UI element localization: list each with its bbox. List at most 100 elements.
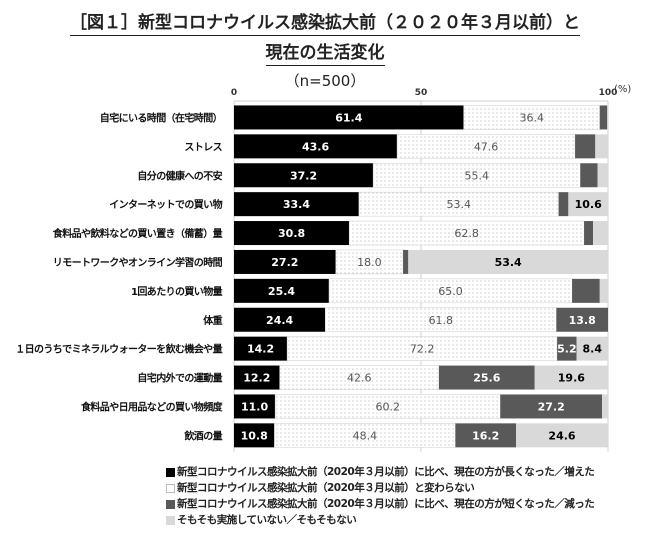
legend-label: 新型コロナウイルス感染拡大前（2020年３月以前）と変わらない <box>177 482 475 494</box>
legend-label: そもそも実施していない／そもそもない <box>177 514 357 526</box>
bar-segment-increased <box>234 221 350 246</box>
bar-segment-none <box>602 394 608 419</box>
x-tick-label: 0 <box>231 88 237 98</box>
bar-segment-decreased <box>584 221 594 246</box>
data-label: 36.4 <box>519 111 544 124</box>
legend-item: 新型コロナウイルス感染拡大前（2020年３月以前）に比べ、現在の方が長くなった／… <box>166 464 595 480</box>
bar-segment-decreased <box>556 307 608 332</box>
bar-segment-increased <box>234 307 326 332</box>
category-label: ストレス <box>184 141 222 153</box>
data-label: 72.2 <box>410 343 435 356</box>
bar-segment-none <box>408 249 608 274</box>
category-label: 1回あたりの買い物量 <box>131 285 223 298</box>
data-label: 33.4 <box>283 198 310 211</box>
legend-swatch <box>166 515 175 525</box>
chart-title: ［図１］新型コロナウイルス感染拡大前（２０２０年３月以前）と <box>70 13 580 36</box>
legend-item: 新型コロナウイルス感染拡大前（2020年３月以前）に比べ、現在の方が短くなった／… <box>166 496 595 512</box>
bar-segment-same <box>279 365 440 390</box>
data-label: 13.8 <box>569 314 596 327</box>
bar-segment-decreased <box>575 134 596 159</box>
bar-segment-same <box>358 191 559 217</box>
data-label: 43.6 <box>302 140 329 153</box>
data-label: 55.4 <box>464 169 489 182</box>
data-label: 25.4 <box>268 285 295 298</box>
bar-segment-increased <box>234 394 276 419</box>
category-label: 食料品や日用品などの買い物頻度 <box>80 400 224 413</box>
chart-subtitle: （n=500） <box>284 72 366 90</box>
bar-segment-same <box>274 394 501 419</box>
data-label: 60.2 <box>375 400 400 413</box>
bar-segment-same <box>463 105 601 130</box>
bar-segment-none <box>576 336 608 361</box>
data-label: 65.0 <box>438 285 463 298</box>
data-label: 25.6 <box>473 372 500 385</box>
category-label: 食料品や飲料などの買い置き（備蓄）量 <box>52 227 223 240</box>
data-label: 37.2 <box>290 169 317 182</box>
data-label: 18.0 <box>357 256 382 269</box>
data-label: 10.8 <box>241 429 268 442</box>
bar-segment-decreased <box>599 105 608 130</box>
legend-item: そもそも実施していない／そもそもない <box>166 512 594 528</box>
bar-segment-decreased <box>557 336 577 361</box>
bar-segment-increased <box>234 336 288 361</box>
x-tick-label: 100 <box>599 88 618 98</box>
bar-segment-increased <box>234 278 329 303</box>
bar-segment-none <box>534 365 608 390</box>
bar-segment-none <box>593 221 608 246</box>
data-label: 62.8 <box>454 227 479 240</box>
data-label: 5.2 <box>557 343 577 356</box>
data-label: 53.4 <box>495 256 522 269</box>
data-label: 24.4 <box>266 314 293 327</box>
chart-title-line2: 現在の生活変化 <box>265 43 385 66</box>
bar-segment-increased <box>234 365 280 390</box>
data-label: 53.4 <box>447 198 472 211</box>
legend-swatch <box>166 483 175 493</box>
bar-segment-increased <box>234 423 275 448</box>
legend-swatch <box>166 467 175 477</box>
data-label: 16.2 <box>472 429 499 442</box>
category-label: 飲酒の量 <box>183 429 222 442</box>
data-label: 8.4 <box>583 343 603 356</box>
bar-segment-increased <box>234 192 359 217</box>
legend-item: 新型コロナウイルス感染拡大前（2020年３月以前）と変わらない <box>166 480 594 496</box>
bar-segment-none <box>607 105 608 130</box>
category-label: リモートワークやオンライン学習の時間 <box>53 256 223 269</box>
bar-segment-decreased <box>580 163 598 188</box>
data-label: 30.8 <box>278 227 305 240</box>
bar-segment-increased <box>234 105 464 130</box>
data-label: 42.6 <box>347 372 372 385</box>
data-label: 27.2 <box>271 256 298 269</box>
data-label: 61.4 <box>335 111 362 124</box>
bar-segment-decreased <box>500 394 603 419</box>
x-unit-label: (%) <box>614 84 631 95</box>
category-label: １日のうちでミネラルウォーターを飲む機会や量 <box>15 343 222 356</box>
bar-segment-none <box>515 423 608 448</box>
bar-segment-none <box>599 278 608 303</box>
bar-segment-same <box>325 307 557 332</box>
bar-segment-increased <box>234 163 374 188</box>
bar-segment-same <box>396 134 576 159</box>
category-label: 自宅内外での運動量 <box>137 372 222 385</box>
bar-segment-decreased <box>403 249 409 274</box>
data-label: 24.6 <box>548 429 575 442</box>
x-tick-label: 50 <box>415 88 428 98</box>
bar-segment-increased <box>234 249 336 274</box>
bar-segment-increased <box>234 134 398 159</box>
data-label: 48.4 <box>353 429 378 442</box>
category-label: 自宅にいる時間（在宅時間） <box>100 111 222 124</box>
bar-segment-decreased <box>572 278 600 303</box>
bar-segment-same <box>335 249 404 275</box>
bar-segment-decreased <box>438 365 535 390</box>
legend-label: 新型コロナウイルス感染拡大前（2020年３月以前）に比べ、現在の方が短くなった／… <box>177 498 595 510</box>
bar-segment-decreased <box>455 423 516 448</box>
bar-segment-none <box>568 192 608 217</box>
data-label: 14.2 <box>247 343 274 356</box>
data-label: 10.6 <box>575 198 602 211</box>
bar-segment-none <box>597 163 608 188</box>
data-label: 61.8 <box>429 314 454 327</box>
bar-segment-decreased <box>558 192 569 217</box>
data-label: 27.2 <box>538 400 565 413</box>
data-label: 19.6 <box>558 372 585 385</box>
